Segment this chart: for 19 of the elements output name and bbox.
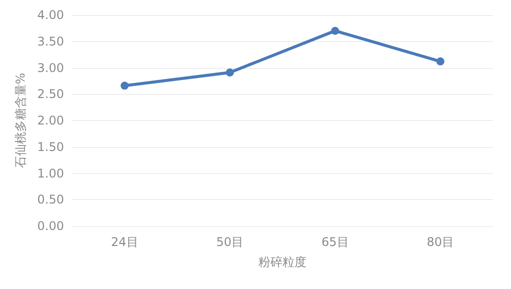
point (436, 57, 444, 66)
y-tick-label: 3.00 (37, 60, 64, 75)
y-tick-label: 3.50 (37, 34, 64, 48)
x-tick-label: 50目 (216, 235, 244, 249)
y-tick-label: 0.50 (37, 192, 64, 207)
x-tick-label: 24目 (110, 235, 138, 249)
y-tick-label: 1.00 (37, 166, 64, 180)
y-tick-label: 0.00 (37, 219, 64, 233)
y-axis-title: 石仙桃多糖含量% (13, 72, 28, 168)
x-tick-label: 65目 (321, 235, 349, 249)
y-tick-label: 2.50 (37, 87, 64, 102)
point (331, 26, 340, 35)
x-tick-label: 80目 (426, 235, 454, 249)
point (120, 82, 129, 90)
point (226, 68, 234, 76)
y-tick-label: 1.50 (37, 140, 64, 154)
y-tick-label: 4.00 (37, 8, 64, 22)
y-tick-label: 2.00 (37, 114, 64, 128)
x-axis-title: 粉碎粒度 (258, 255, 306, 269)
